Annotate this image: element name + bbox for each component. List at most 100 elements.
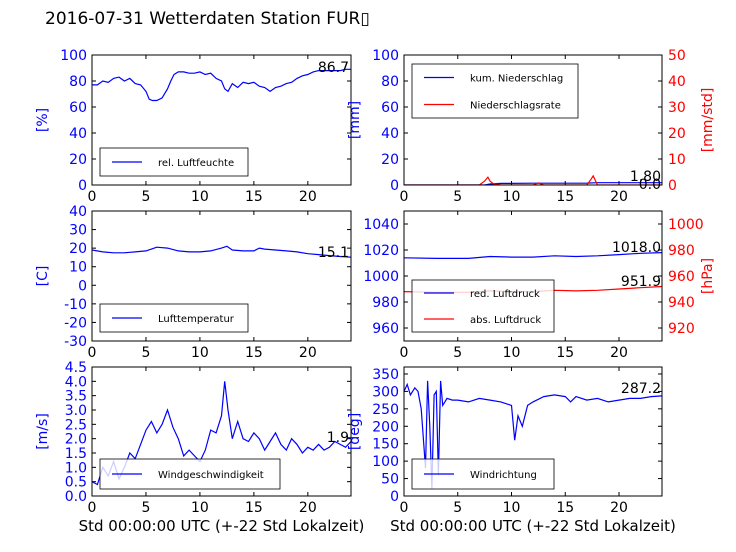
series-line-1 [404,252,662,259]
x-tick-label: 15 [245,189,263,205]
y-tick-label: 50 [381,472,399,488]
y-tick-label-right: 920 [668,321,695,337]
y-tick-label: 20 [69,241,87,257]
x-tick-label: 20 [610,189,628,205]
legend-box [411,63,579,119]
legend: red. Luftdruck abs. Luftdruck [411,279,555,333]
y-axis-label-right: [hPa] [700,258,716,294]
x-tick-label: 5 [141,500,150,516]
last-value-label: 86.7 [318,60,349,76]
y-tick-label-right: 1000 [668,217,704,233]
y-axis-label: [deg] [347,413,363,450]
y-axis-label: [mm] [347,101,363,139]
legend-label: abs. Luftdruck [470,315,541,326]
y-axis-label: [C] [35,266,51,287]
y-tick-label: -10 [64,297,87,313]
legend-label: Windgeschwindigkeit [158,470,264,481]
y-tick-label-right: 940 [668,295,695,311]
legend-label: Lufttemperatur [158,314,235,325]
y-tick-label: 980 [372,295,399,311]
x-tick-label: 5 [453,189,462,205]
y-tick-label: 0 [390,489,399,505]
panel-temperature: 0 5 10 15 20 -30 -20 -10 0 10 20 30 40 [C] Lufttempera… [35,204,352,361]
x-tick-label: 10 [503,345,521,361]
y-tick-label: 30 [69,223,87,239]
y-tick-label: -30 [64,334,87,350]
y-tick-label-right: 50 [668,48,686,64]
y-tick-label: 1000 [363,269,399,285]
series-line-1 [92,381,351,486]
y-tick-label: 200 [372,419,399,435]
x-tick-label: 5 [453,345,462,361]
last-value-label: 0.0 [639,177,661,193]
y-tick-label-right: 980 [668,243,695,259]
series-line-1 [92,245,351,258]
x-tick-label: 20 [299,500,317,516]
x-tick-label: 15 [556,500,574,516]
y-tick-label: 100 [60,48,87,64]
x-tick-label: 20 [299,189,317,205]
y-tick-label: 10 [69,260,87,276]
y-tick-label-right: 20 [668,126,686,142]
y-tick-label: 60 [381,100,399,116]
legend-label: red. Luftdruck [470,289,540,300]
x-tick-label: 0 [88,189,97,205]
y-tick-label: 1.0 [65,460,87,476]
y-tick-label: 3.5 [65,389,87,405]
axes-frame [403,366,663,497]
legend-label: Windrichtung [470,470,537,481]
y-tick-label-right: 960 [668,269,695,285]
y-tick-label: 40 [69,204,87,220]
y-tick-label: 1.5 [65,446,87,462]
panel-pressure: 0 5 10 15 20 960 980 1000 1020 1040 920 940 960 980 10… [363,210,716,361]
legend-label: rel. Luftfeuchte [158,158,234,169]
x-tick-label: 15 [245,500,263,516]
y-tick-label: 300 [372,384,399,400]
x-tick-label: 0 [88,345,97,361]
x-tick-label: 10 [191,500,209,516]
x-tick-label: 0 [400,189,409,205]
series-line-2 [404,174,662,185]
y-tick-label: 20 [69,152,87,168]
y-tick-label: 80 [381,74,399,90]
y-tick-label: 80 [69,74,87,90]
y-axis-label: [%] [35,108,51,132]
last-value-label: 951.9 [621,274,661,290]
y-tick-label: 4.5 [65,360,87,376]
y-tick-label: 960 [372,321,399,337]
y-tick-label: 40 [69,126,87,142]
y-tick-label: 2.5 [65,417,87,433]
last-value-label: 1.80 [630,169,661,185]
x-tick-label: 0 [88,500,97,516]
x-tick-label: 0 [400,345,409,361]
y-tick-label: 0 [390,178,399,194]
y-tick-label-right: 10 [668,152,686,168]
y-tick-label: 3.0 [65,403,87,419]
x-tick-label: 20 [299,345,317,361]
legend-label: kum. Niederschlag [470,74,563,85]
legend-label: Niederschlagsrate [470,101,561,112]
y-tick-label: 0.5 [65,475,87,491]
last-value-label: 1018.0 [612,240,661,256]
y-tick-label: 4.0 [65,374,87,390]
y-tick-label: -20 [64,315,87,331]
axes-frame [91,54,352,186]
panel-windspeed: 0 5 10 15 20 0.00.51.01.52.02.53.03.54.04.5 [m… [35,360,364,535]
x-tick-label: 0 [400,500,409,516]
y-axis-label-right: [mm/std] [700,88,716,153]
y-tick-label: 40 [381,126,399,142]
x-axis-label: Std 00:00:00 UTC (+-22 Std Lokalzeit) [79,517,365,535]
x-axis-label: Std 00:00:00 UTC (+-22 Std Lokalzeit) [390,517,676,535]
y-tick-label: 150 [372,437,399,453]
legend-box [411,279,555,333]
x-tick-label: 20 [610,500,628,516]
legend: kum. Niederschlag Niederschlagsrate [411,63,579,119]
x-tick-label: 10 [503,189,521,205]
y-tick-label: 0 [78,278,87,294]
y-tick-label: 0.0 [65,489,87,505]
x-tick-label: 15 [556,189,574,205]
figure-title: 2016-07-31 Wetterdaten Station FUR▯ [45,9,370,29]
y-tick-label-right: 0 [668,178,677,194]
